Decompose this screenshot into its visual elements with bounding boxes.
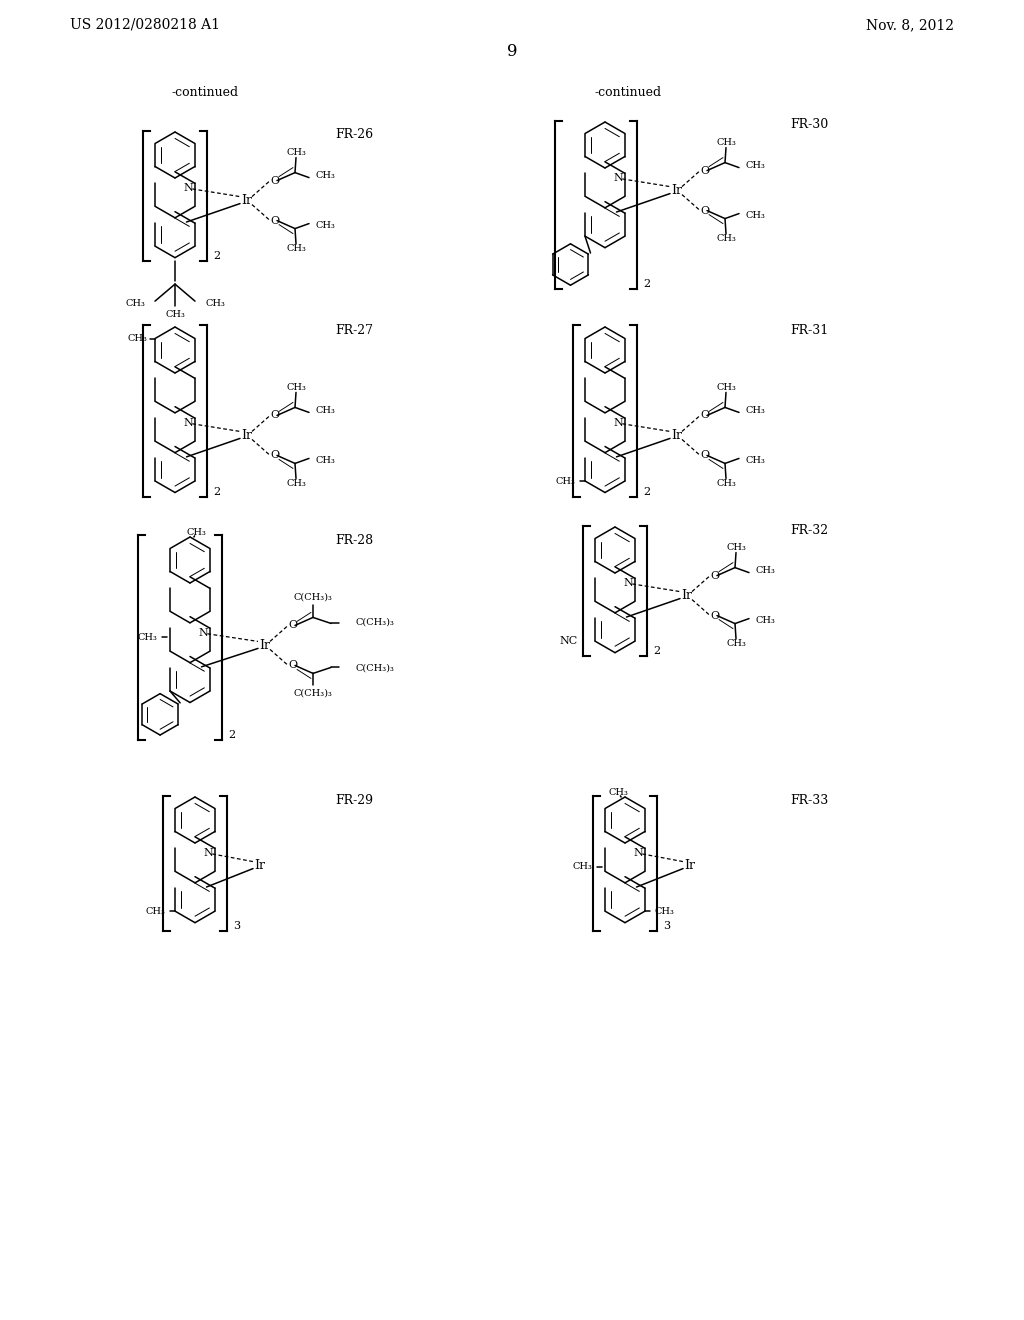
Text: O: O bbox=[700, 450, 710, 461]
Text: O: O bbox=[700, 165, 710, 176]
Text: CH₃: CH₃ bbox=[315, 407, 335, 414]
Text: CH₃: CH₃ bbox=[286, 244, 306, 253]
Text: Ir: Ir bbox=[255, 859, 265, 873]
Text: CH₃: CH₃ bbox=[755, 566, 775, 576]
Text: US 2012/0280218 A1: US 2012/0280218 A1 bbox=[70, 18, 220, 32]
Text: CH₃: CH₃ bbox=[655, 907, 675, 916]
Text: CH₃: CH₃ bbox=[716, 139, 736, 147]
Text: N: N bbox=[613, 417, 624, 428]
Text: O: O bbox=[700, 411, 710, 421]
Text: CH₃: CH₃ bbox=[716, 479, 736, 488]
Text: CH₃: CH₃ bbox=[187, 528, 207, 537]
Text: FR-31: FR-31 bbox=[790, 323, 828, 337]
Text: N: N bbox=[183, 183, 194, 193]
Text: Ir: Ir bbox=[682, 589, 692, 602]
Text: 2: 2 bbox=[213, 251, 220, 261]
Text: CH₃: CH₃ bbox=[315, 455, 335, 465]
Text: 2: 2 bbox=[643, 279, 650, 289]
Text: N: N bbox=[613, 173, 624, 183]
Text: CH₃: CH₃ bbox=[286, 148, 306, 157]
Text: O: O bbox=[270, 450, 280, 461]
Text: CH₃: CH₃ bbox=[205, 298, 225, 308]
Text: CH₃: CH₃ bbox=[286, 479, 306, 488]
Text: 3: 3 bbox=[663, 921, 670, 931]
Text: CH₃: CH₃ bbox=[726, 639, 745, 648]
Text: 9: 9 bbox=[507, 44, 517, 61]
Text: CH₃: CH₃ bbox=[716, 383, 736, 392]
Text: 2: 2 bbox=[213, 487, 220, 498]
Text: 2: 2 bbox=[228, 730, 236, 739]
Text: CH₃: CH₃ bbox=[745, 211, 765, 220]
Text: Ir: Ir bbox=[672, 183, 683, 197]
Text: FR-30: FR-30 bbox=[790, 119, 828, 132]
Text: CH₃: CH₃ bbox=[138, 632, 158, 642]
Text: Ir: Ir bbox=[242, 194, 253, 207]
Text: CH₃: CH₃ bbox=[745, 455, 765, 465]
Text: CH₃: CH₃ bbox=[745, 407, 765, 414]
Text: O: O bbox=[289, 660, 298, 671]
Text: FR-28: FR-28 bbox=[335, 533, 373, 546]
Text: FR-27: FR-27 bbox=[335, 323, 373, 337]
Text: CH₃: CH₃ bbox=[555, 477, 575, 486]
Text: FR-33: FR-33 bbox=[790, 793, 828, 807]
Text: FR-26: FR-26 bbox=[335, 128, 373, 141]
Text: CH₃: CH₃ bbox=[145, 907, 165, 916]
Text: 2: 2 bbox=[643, 487, 650, 498]
Text: CH₃: CH₃ bbox=[716, 234, 736, 243]
Text: 2: 2 bbox=[653, 645, 660, 656]
Text: CH₃: CH₃ bbox=[286, 383, 306, 392]
Text: N: N bbox=[183, 417, 194, 428]
Text: CH₃: CH₃ bbox=[125, 298, 145, 308]
Text: CH₃: CH₃ bbox=[755, 616, 775, 626]
Text: CH₃: CH₃ bbox=[608, 788, 628, 797]
Text: CH₃: CH₃ bbox=[572, 862, 593, 871]
Text: Nov. 8, 2012: Nov. 8, 2012 bbox=[866, 18, 954, 32]
Text: 3: 3 bbox=[232, 921, 240, 931]
Text: CH₃: CH₃ bbox=[745, 161, 765, 170]
Text: C(CH₃)₃: C(CH₃)₃ bbox=[294, 689, 333, 698]
Text: CH₃: CH₃ bbox=[165, 310, 185, 318]
Text: O: O bbox=[711, 570, 720, 581]
Text: NC: NC bbox=[560, 636, 579, 647]
Text: O: O bbox=[270, 411, 280, 421]
Text: O: O bbox=[711, 611, 720, 620]
Text: N: N bbox=[624, 578, 633, 587]
Text: FR-32: FR-32 bbox=[790, 524, 828, 536]
Text: O: O bbox=[270, 176, 280, 186]
Text: CH₃: CH₃ bbox=[128, 334, 147, 343]
Text: O: O bbox=[270, 215, 280, 226]
Text: -continued: -continued bbox=[595, 86, 662, 99]
Text: C(CH₃)₃: C(CH₃)₃ bbox=[294, 593, 333, 602]
Text: Ir: Ir bbox=[684, 859, 695, 873]
Text: N: N bbox=[199, 628, 208, 638]
Text: C(CH₃)₃: C(CH₃)₃ bbox=[356, 664, 395, 673]
Text: Ir: Ir bbox=[259, 639, 270, 652]
Text: N: N bbox=[634, 847, 643, 858]
Text: FR-29: FR-29 bbox=[335, 793, 373, 807]
Text: CH₃: CH₃ bbox=[315, 172, 335, 180]
Text: O: O bbox=[289, 620, 298, 631]
Text: N: N bbox=[204, 847, 213, 858]
Text: -continued: -continued bbox=[171, 86, 239, 99]
Text: Ir: Ir bbox=[242, 429, 253, 442]
Text: Ir: Ir bbox=[672, 429, 683, 442]
Text: CH₃: CH₃ bbox=[726, 543, 745, 552]
Text: C(CH₃)₃: C(CH₃)₃ bbox=[356, 618, 395, 627]
Text: O: O bbox=[700, 206, 710, 215]
Text: CH₃: CH₃ bbox=[315, 220, 335, 230]
